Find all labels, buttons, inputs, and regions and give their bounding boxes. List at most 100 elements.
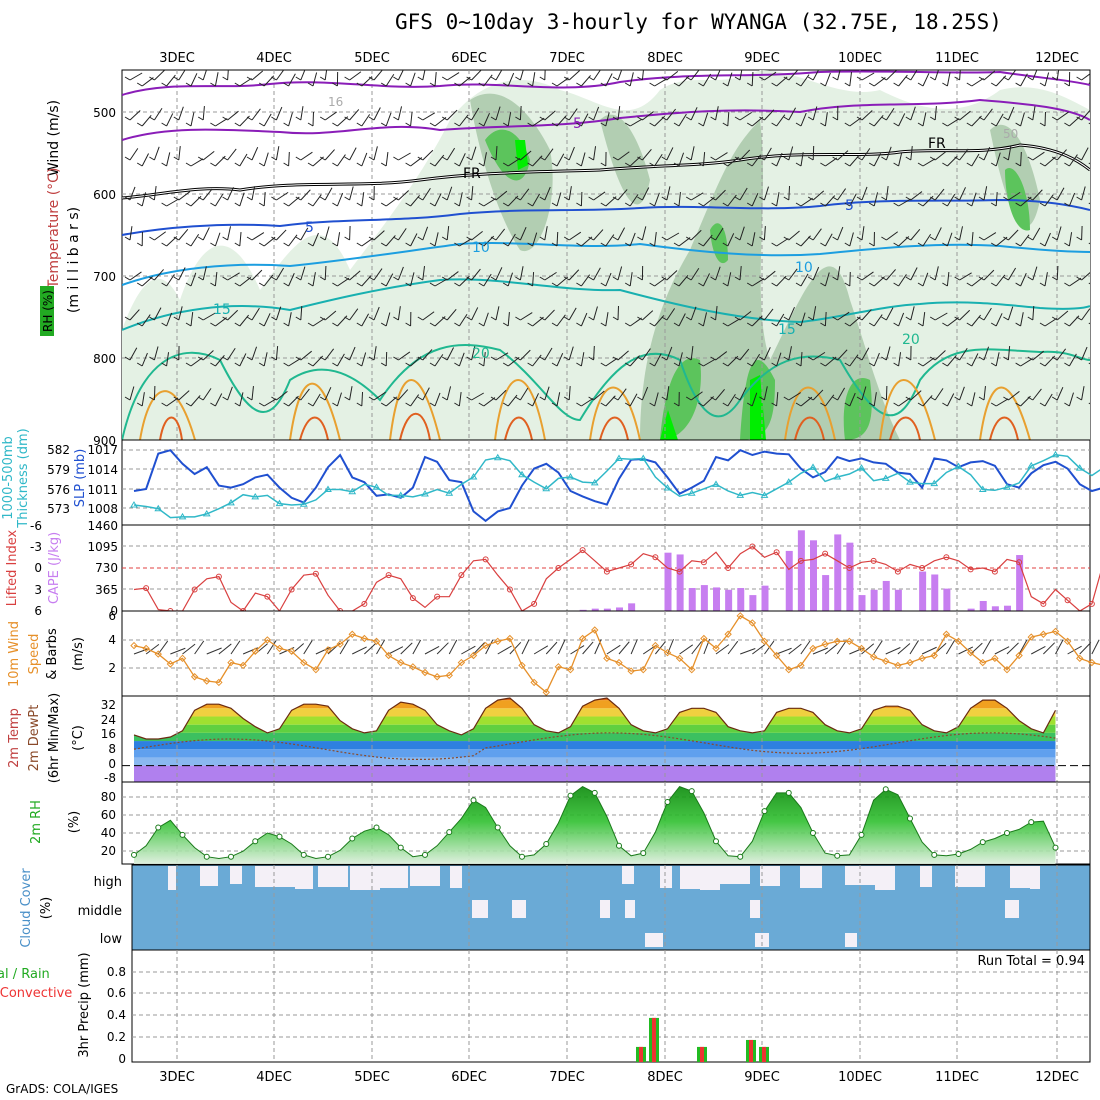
wind-barb (141, 153, 150, 167)
cloud-high-block (1010, 866, 1030, 888)
cape-bar (967, 608, 975, 611)
cape-bar (1016, 555, 1024, 611)
rh-legend-swatch (40, 286, 54, 336)
wind-barb-flag (1088, 202, 1090, 205)
wind-barb-flag (222, 236, 228, 241)
wind-barb (959, 187, 966, 201)
thickness-point (130, 501, 138, 508)
run-total: Run Total = 0.94 (977, 954, 1085, 969)
wind-barb (837, 70, 841, 81)
wind-barb (422, 349, 433, 361)
wind-barb (312, 317, 326, 327)
thickness-point (566, 472, 575, 480)
wind-barb-flag (344, 196, 350, 201)
wind-barb-flag (868, 402, 875, 407)
rh-point (979, 839, 986, 846)
wind-barb-flag (917, 202, 924, 207)
wind10-point (785, 665, 793, 674)
wind-barb (886, 70, 897, 81)
thickness-point (493, 453, 502, 461)
wind-barb-flag (661, 236, 668, 241)
thickness-point (396, 491, 405, 498)
wind-barb-flag (698, 402, 704, 407)
cape-bar (579, 609, 587, 611)
wind-barb-flag (637, 196, 643, 201)
wind10-point (772, 651, 781, 660)
wind-barb-flag (515, 236, 521, 241)
wind-barb-flag (515, 356, 521, 361)
wind-barb (934, 312, 948, 321)
svg-text:500: 500 (93, 106, 116, 120)
wind-barb (568, 70, 580, 81)
wind-barb-flag (258, 362, 265, 367)
wind-barb-flag (1088, 402, 1090, 405)
wind-barb-flag (380, 162, 387, 167)
wind-barb-flag (710, 276, 716, 281)
wind-barb-flag (246, 356, 253, 361)
wind-barb-flag (344, 276, 350, 281)
wind-barb (532, 232, 538, 247)
wind-barb (300, 227, 309, 241)
wind-barb-flag (795, 282, 802, 287)
wind-barb-flag (881, 356, 887, 361)
wind-barb-flag (783, 156, 790, 161)
wind-barb-flag (588, 196, 594, 201)
wind-barb (837, 150, 849, 161)
wind-barb-flag (1051, 76, 1058, 81)
wind-barb (885, 186, 889, 201)
wind-barb (520, 150, 532, 161)
wind-barb (788, 107, 797, 121)
wind-barb (1094, 238, 1100, 246)
wind-barb (995, 113, 1004, 127)
wind-barb-flag (771, 162, 777, 167)
wind-barb (483, 397, 496, 407)
wind10-barb (945, 640, 956, 655)
wind-barb-flag (551, 162, 558, 167)
wind-barb-flag (661, 116, 668, 121)
wind-barb (251, 147, 259, 161)
wind-barb (312, 232, 319, 247)
wind-barb-flag (307, 242, 314, 247)
wind-barb (1094, 353, 1098, 366)
wind-barb-flag (246, 76, 253, 81)
upper-grid (122, 70, 1090, 440)
wind-barb (288, 273, 295, 287)
wind-barb (593, 146, 597, 161)
cloud-high-block (410, 866, 440, 886)
wind-barb-flag (551, 202, 558, 207)
wind10-barb (194, 640, 205, 655)
wind-barb (568, 108, 578, 121)
wind-barb-flag (307, 202, 314, 207)
thickness-point (833, 472, 842, 480)
wind-barb-flag (929, 356, 936, 361)
wind-barb-flag (588, 76, 594, 81)
wind-barb-flag (149, 196, 155, 201)
thickness-point (469, 472, 478, 480)
wind10-point (336, 640, 344, 648)
wind-barb-flag (417, 156, 424, 161)
wind-barb-flag (649, 402, 655, 407)
wind10-barb (812, 647, 829, 655)
thickness-point (518, 470, 526, 478)
ylabel-2m-temp: 2m Temp (7, 708, 22, 768)
wind-barb (617, 388, 627, 401)
svg-text:730: 730 (95, 561, 118, 575)
wind-barb (849, 232, 854, 247)
wind-barb (1032, 70, 1038, 81)
wind10-barb (206, 647, 222, 655)
wind-barb-flag (1003, 396, 1009, 401)
wind-barb (702, 73, 712, 87)
wind-barb-flag (917, 122, 924, 127)
wind-barb-flag (1064, 402, 1070, 407)
wind-barb-flag (734, 236, 741, 241)
wind10-point (894, 661, 902, 670)
wind-barb (580, 113, 589, 127)
wind-barb (471, 146, 477, 161)
wind10-point (627, 667, 635, 675)
wind-barb-flag (832, 396, 838, 401)
svg-text:900: 900 (93, 434, 116, 448)
wind10-barbs (133, 638, 1100, 655)
wind-barb-flag (661, 196, 668, 201)
wind-barb-flag (332, 122, 338, 127)
wind-barb (556, 392, 561, 407)
